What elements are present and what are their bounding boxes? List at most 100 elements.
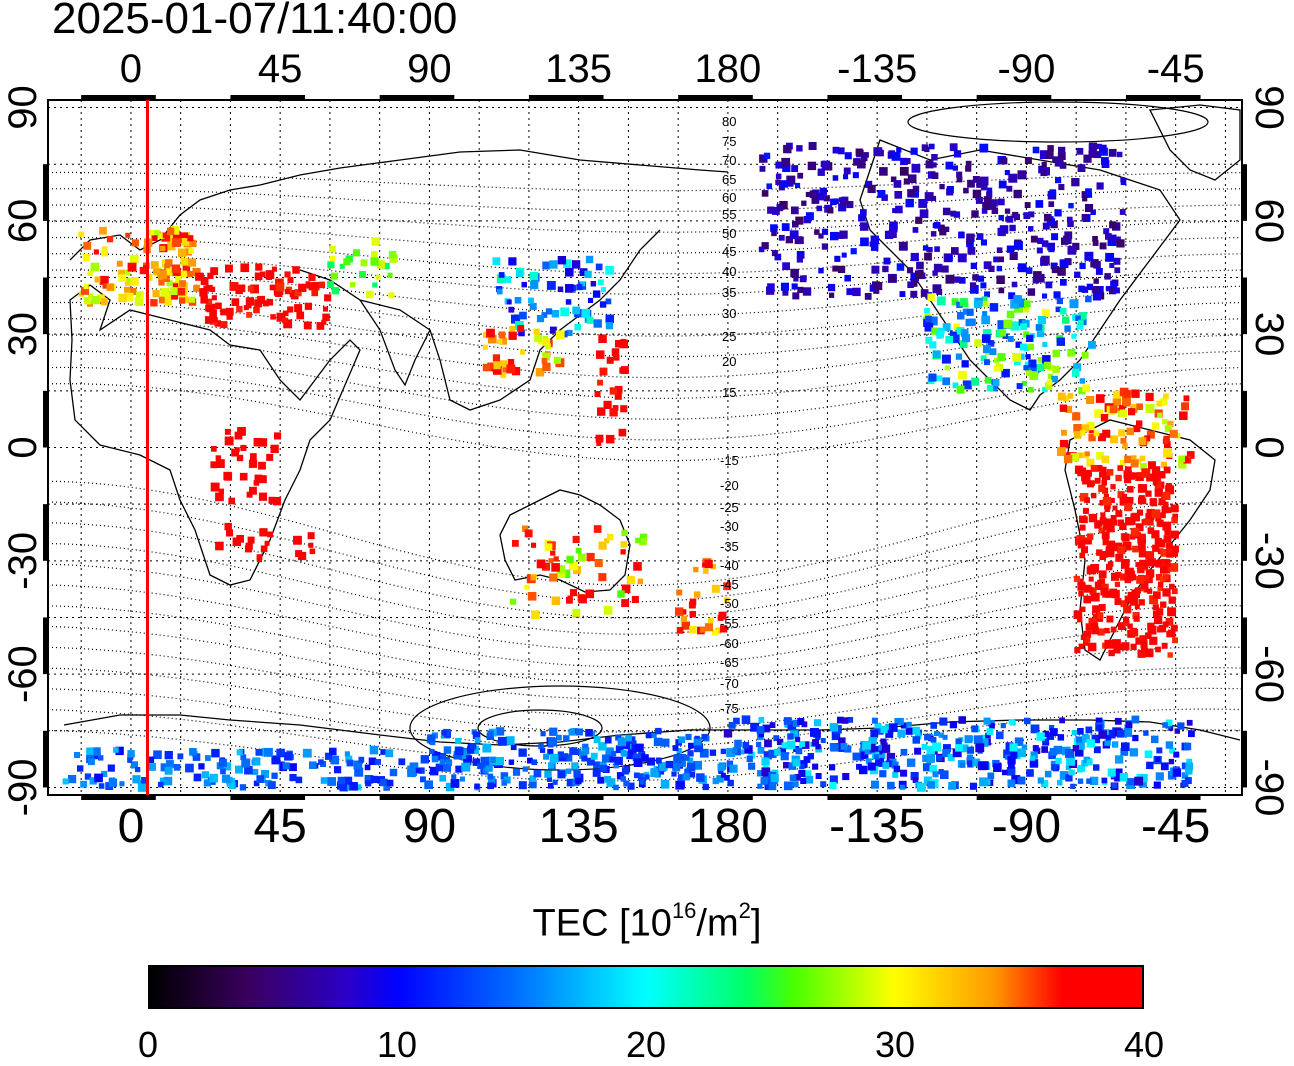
tec-cell — [492, 257, 501, 266]
tec-cell — [343, 258, 351, 266]
tec-cell — [80, 780, 88, 788]
tec-cell — [891, 761, 899, 769]
tec-cell — [260, 545, 268, 553]
tec-cell — [180, 270, 187, 278]
tec-cell — [1067, 349, 1075, 357]
tec-cell — [293, 535, 302, 545]
tec-cell — [951, 298, 959, 306]
tec-cell — [132, 775, 141, 784]
tec-cell — [984, 377, 992, 384]
tec-cell — [852, 287, 861, 297]
tec-cell — [925, 336, 933, 344]
tec-cell — [102, 283, 108, 289]
tec-cell — [1163, 535, 1172, 543]
tec-cell — [924, 192, 934, 201]
tec-cell — [1028, 226, 1034, 232]
tec-cell — [796, 145, 803, 152]
tec-cell — [269, 284, 276, 291]
tec-cell — [1155, 646, 1161, 653]
tec-cell — [212, 317, 218, 323]
tec-cell — [716, 775, 724, 783]
tec-cell — [817, 192, 825, 201]
tec-cell — [1086, 458, 1095, 467]
tec-cell — [1109, 263, 1115, 268]
tec-cell — [661, 738, 670, 747]
tec-cell — [240, 444, 247, 451]
tec-cell — [689, 626, 697, 634]
tec-cell — [1139, 774, 1148, 783]
tec-cell — [860, 751, 869, 760]
tec-cell — [566, 778, 575, 787]
tec-cell — [445, 782, 455, 792]
tec-cell — [1079, 552, 1085, 559]
magnetic-latitude-line — [48, 605, 1242, 684]
tec-cell — [953, 323, 960, 330]
tec-cell — [1145, 490, 1152, 497]
tec-cell — [885, 760, 893, 768]
tec-cell — [305, 281, 311, 287]
tec-cell — [388, 292, 395, 299]
tec-cell — [846, 201, 854, 209]
tec-cell — [1114, 581, 1120, 587]
tec-cell — [989, 723, 995, 729]
tec-cell — [1139, 635, 1148, 644]
tec-cell — [953, 150, 962, 158]
tec-cell — [184, 248, 192, 256]
tec-cell — [522, 766, 528, 772]
tec-cell — [1103, 228, 1110, 235]
tec-cell — [820, 781, 827, 788]
tec-cell — [639, 779, 645, 785]
tec-cell — [1153, 615, 1163, 625]
magnetic-latitude-label: -20 — [720, 478, 739, 493]
tec-cell — [101, 770, 108, 777]
frame-tick-bar — [1242, 730, 1247, 788]
tec-cell — [792, 719, 800, 727]
tec-cell — [1123, 728, 1133, 737]
tec-cell — [893, 180, 902, 188]
tec-cell — [594, 559, 603, 568]
magnetic-latitude-line — [48, 708, 1242, 766]
map-axes: 0045459090135135180180-135-135-90-90-45-… — [1, 47, 1291, 853]
tec-cell — [718, 768, 724, 774]
tec-cell — [1172, 505, 1179, 513]
frame-tick-bar — [230, 795, 306, 800]
tec-cell — [496, 288, 503, 295]
tec-cell — [951, 247, 959, 255]
tec-cell — [472, 758, 481, 766]
tec-cell — [783, 717, 792, 725]
tec-cell — [724, 775, 730, 781]
tec-cell — [1099, 578, 1106, 585]
tec-cell — [1155, 756, 1161, 762]
tec-cell — [118, 274, 127, 282]
tec-cell — [1013, 189, 1022, 199]
tec-cell — [258, 475, 267, 484]
tec-cell — [518, 748, 527, 757]
tec-cell — [960, 762, 966, 768]
frame-tick-bar — [1242, 617, 1247, 675]
tec-cell — [771, 207, 780, 215]
tec-cell — [528, 297, 534, 304]
tec-cell — [612, 405, 619, 411]
tec-cell — [97, 294, 105, 302]
tec-cell — [504, 276, 512, 283]
frame-tick-bar — [43, 277, 48, 335]
tec-cell — [699, 748, 709, 758]
tec-cell — [862, 741, 871, 751]
tec-cell — [931, 162, 937, 168]
tec-cell — [1008, 173, 1018, 183]
tec-cell — [175, 275, 182, 282]
tec-cell — [1105, 518, 1114, 527]
tec-cell — [490, 756, 497, 763]
tec-world-map: 8075706560555045403530252015-15-20-25-30… — [1, 47, 1291, 853]
tec-cell — [960, 744, 969, 753]
tec-cell — [993, 365, 1000, 372]
tec-cell — [942, 377, 951, 386]
tec-cell — [952, 165, 958, 171]
tec-cell — [1085, 204, 1094, 213]
tec-cell — [801, 200, 807, 206]
tec-cell — [746, 755, 753, 762]
tec-cell — [694, 743, 704, 753]
tec-cell — [1128, 408, 1136, 416]
tec-cell — [938, 224, 945, 232]
tec-cell — [945, 274, 955, 284]
